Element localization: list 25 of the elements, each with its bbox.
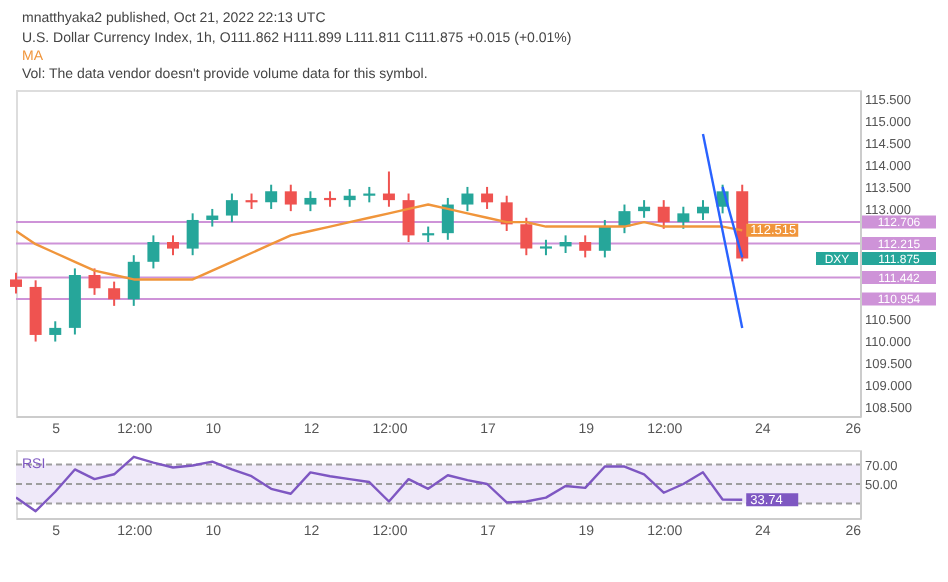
candlestick (225, 192, 238, 224)
candlestick (147, 234, 160, 270)
candlestick (657, 199, 670, 230)
candlestick (186, 212, 199, 257)
candlestick (579, 234, 592, 259)
candlestick (402, 192, 415, 243)
candlestick (441, 196, 454, 241)
candlestick (10, 271, 22, 295)
candlestick (167, 234, 180, 257)
candlestick (49, 320, 62, 343)
candlestick (481, 185, 494, 210)
candlestick (520, 216, 533, 257)
candlestick (382, 170, 395, 208)
candlestick (461, 185, 474, 213)
candlestick (598, 218, 611, 259)
candlestick (324, 190, 337, 208)
candlestick (127, 254, 140, 307)
candlestick (284, 183, 297, 213)
candlestick (677, 205, 690, 230)
candlestick (88, 267, 101, 296)
candlestick (304, 190, 317, 213)
candlestick (265, 183, 278, 210)
candlestick (108, 280, 121, 307)
line-series (16, 455, 744, 513)
candlestick (696, 199, 709, 221)
